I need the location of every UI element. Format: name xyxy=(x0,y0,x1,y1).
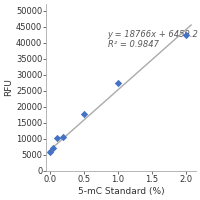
Point xyxy=(48,151,51,154)
Point xyxy=(62,136,65,139)
Point xyxy=(184,33,187,36)
Point xyxy=(82,112,85,115)
X-axis label: 5-mC Standard (%): 5-mC Standard (%) xyxy=(78,187,164,196)
Y-axis label: RFU: RFU xyxy=(4,79,13,96)
Text: y = 18766x + 6459.2
R² = 0.9847: y = 18766x + 6459.2 R² = 0.9847 xyxy=(108,30,198,49)
Point xyxy=(55,137,58,140)
Point xyxy=(52,146,55,149)
Point xyxy=(116,81,119,84)
